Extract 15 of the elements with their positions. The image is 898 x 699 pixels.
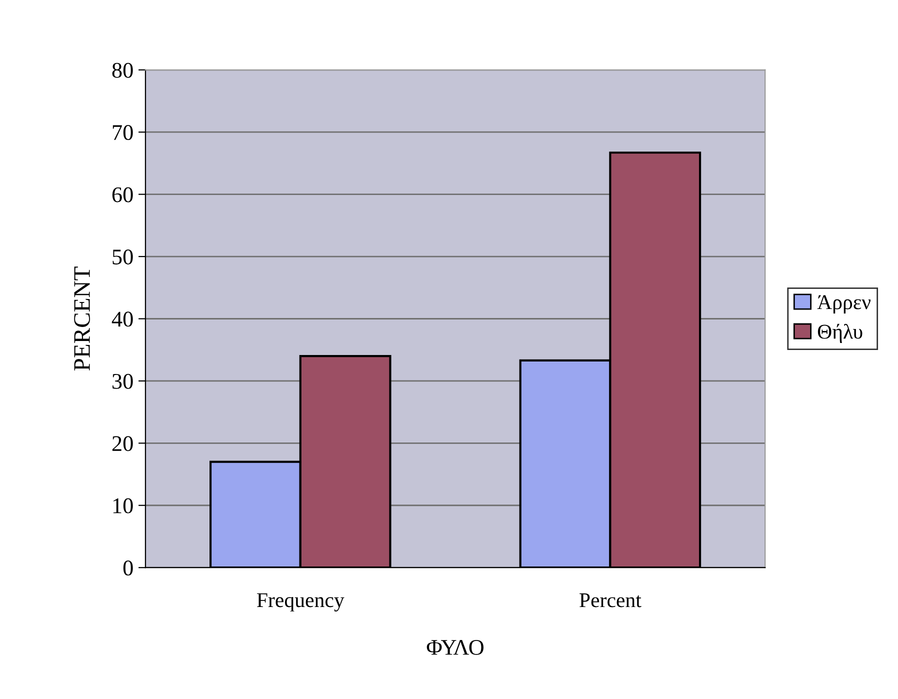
- y-tick-label: 0: [123, 560, 133, 576]
- y-tick-label: 10: [113, 498, 133, 514]
- y-tick-label: 50: [112, 249, 133, 264]
- y-tick-label: 60: [112, 187, 133, 202]
- legend-label: Θήλυ: [818, 324, 862, 344]
- legend-label: Άρρεν: [817, 295, 871, 314]
- x-axis-title: ΦΥΛΟ: [426, 640, 484, 655]
- x-tick-label: Frequency: [257, 593, 344, 612]
- y-tick-label: 30: [112, 374, 133, 389]
- y-tick-label: 20: [112, 436, 133, 452]
- y-tick-label: 40: [112, 312, 133, 327]
- y-tick-label: 70: [112, 125, 133, 140]
- y-tick-label: 80: [112, 62, 133, 78]
- y-axis-title: PERCENT: [74, 266, 90, 371]
- x-tick-label: Percent: [580, 593, 642, 608]
